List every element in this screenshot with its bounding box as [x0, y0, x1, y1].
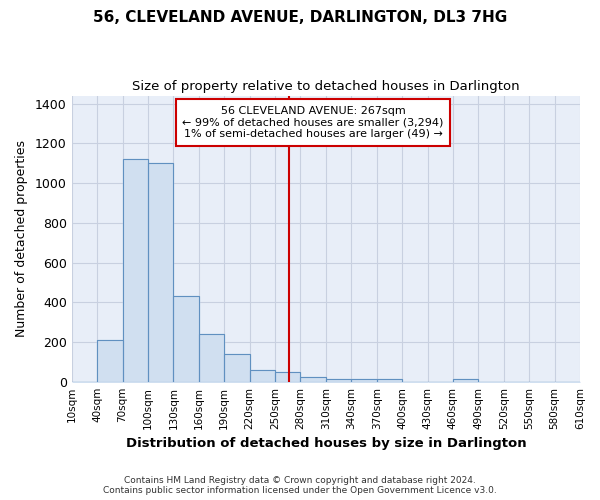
Title: Size of property relative to detached houses in Darlington: Size of property relative to detached ho…: [132, 80, 520, 93]
Text: 56, CLEVELAND AVENUE, DARLINGTON, DL3 7HG: 56, CLEVELAND AVENUE, DARLINGTON, DL3 7H…: [93, 10, 507, 25]
X-axis label: Distribution of detached houses by size in Darlington: Distribution of detached houses by size …: [125, 437, 526, 450]
Text: 56 CLEVELAND AVENUE: 267sqm
← 99% of detached houses are smaller (3,294)
1% of s: 56 CLEVELAND AVENUE: 267sqm ← 99% of det…: [182, 106, 444, 139]
Text: Contains HM Land Registry data © Crown copyright and database right 2024.
Contai: Contains HM Land Registry data © Crown c…: [103, 476, 497, 495]
Y-axis label: Number of detached properties: Number of detached properties: [15, 140, 28, 337]
